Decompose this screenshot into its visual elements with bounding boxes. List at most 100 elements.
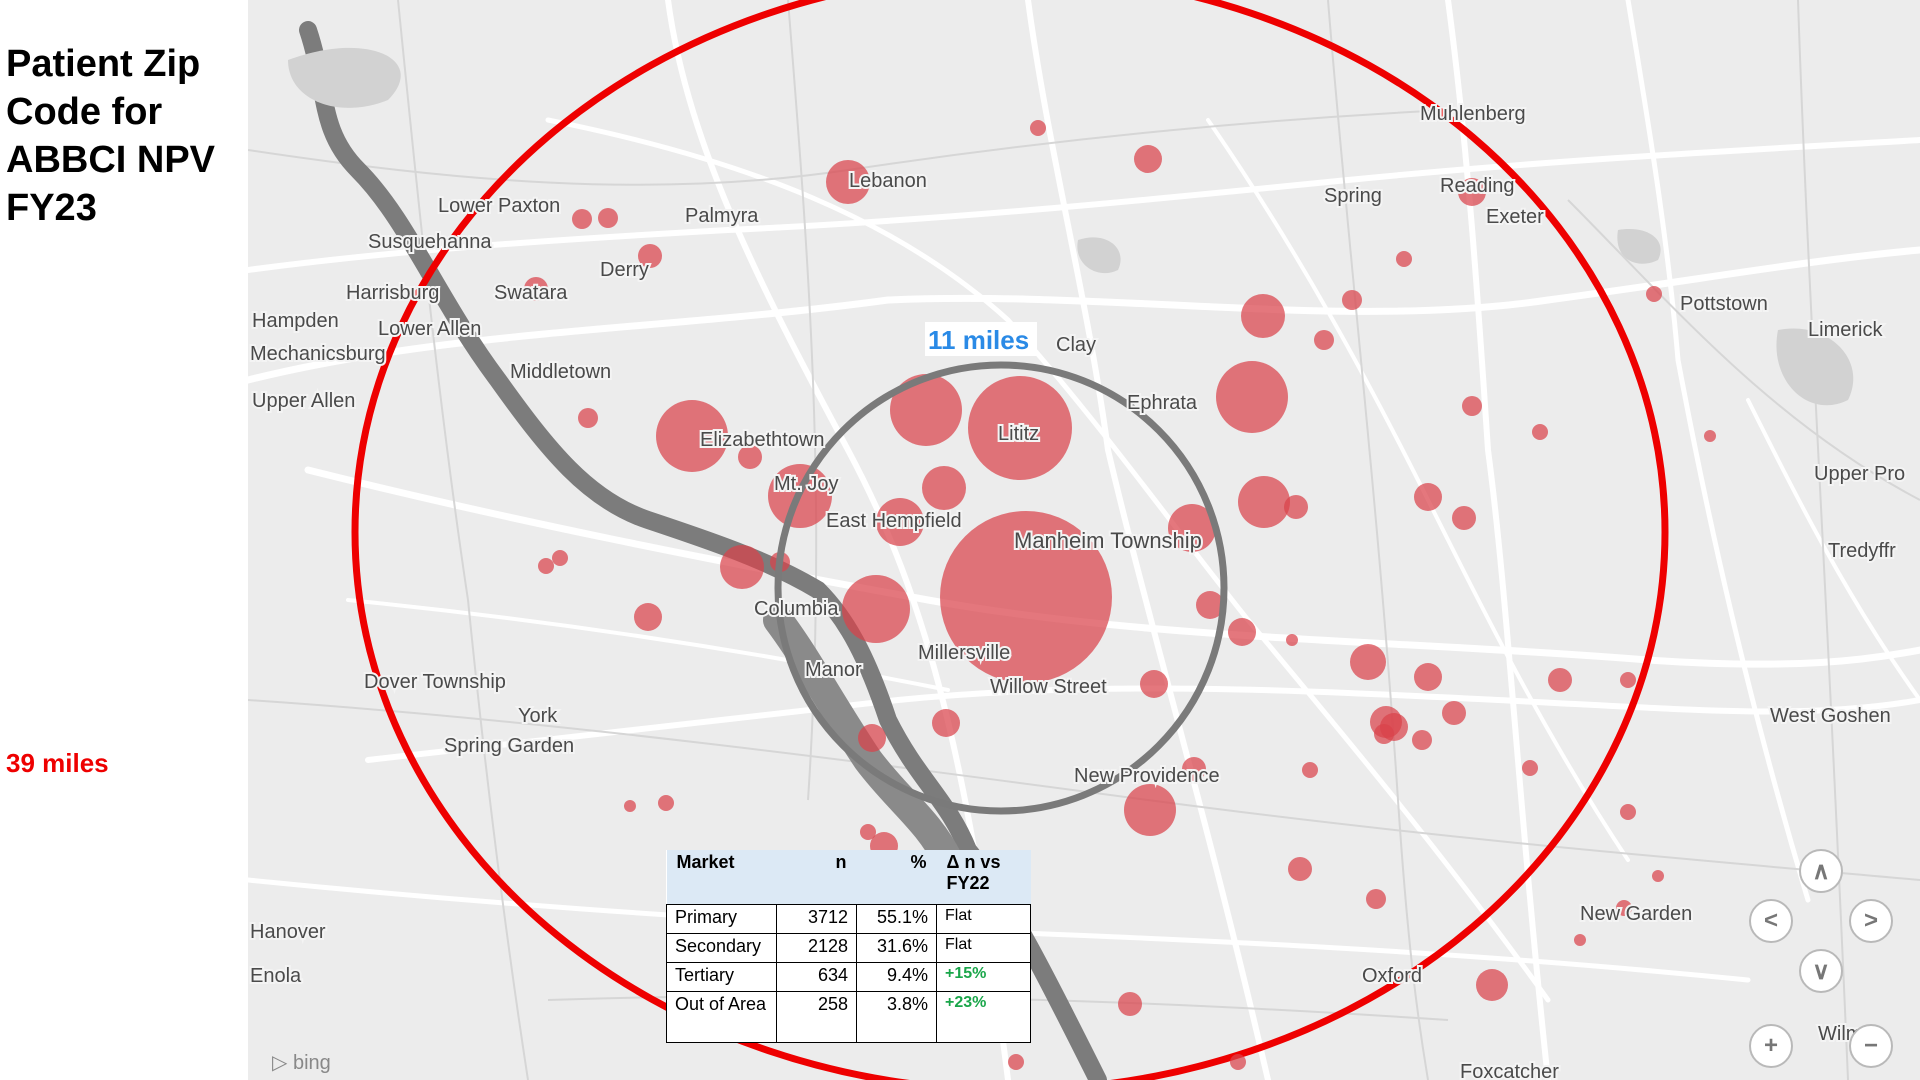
patient-zip-dot [1350,644,1386,680]
pct-cell: 55.1% [856,904,937,934]
place-label: East Hempfield [826,510,962,532]
patient-zip-dot [1414,663,1442,691]
patient-zip-dot [1302,762,1318,778]
patient-zip-dot [876,498,924,546]
left-arrow-icon: < [1763,907,1778,934]
pct-header: % [856,850,937,905]
pan-left-button[interactable]: < [1749,899,1793,943]
patient-zip-dot [1008,1054,1024,1070]
delta-cell: Flat [936,933,1031,963]
patient-zip-dot [1314,330,1334,350]
place-label: Limerick [1808,319,1883,341]
place-label: Swatara [494,282,568,304]
n-cell: 634 [776,962,857,992]
market-cell: Secondary [666,933,777,963]
place-label: Oxford [1362,965,1422,987]
place-label: Lititz [998,423,1039,445]
table-header-row: Market n % Δ n vs FY22 [666,850,1031,905]
pct-cell: 3.8% [856,991,937,1043]
bing-attribution: ▷ bing [272,1050,331,1075]
delta-header: Δ n vs FY22 [936,850,1031,905]
patient-zip-dot [634,603,662,631]
place-label: Foxcatcher [1460,1061,1559,1080]
outer-radius-label: 39 miles [6,748,109,778]
patient-zip-dot [1196,591,1224,619]
patient-zip-dot [1168,504,1216,552]
place-labels: Muhlenberg Reading Exeter Spring Lebanon… [248,101,1907,1080]
n-cell: 258 [776,991,857,1043]
place-label: Enola [250,965,302,987]
place-label: Spring [1324,185,1382,207]
place-label: Lower Allen [378,318,481,340]
urban-areas [288,47,1854,406]
patient-zip-dot [842,575,910,643]
pan-down-button[interactable]: ∨ [1799,949,1843,993]
patient-zip-dot [1704,430,1716,442]
pct-cell: 31.6% [856,933,937,963]
minus-icon: − [1863,1032,1878,1059]
plus-icon: + [1763,1032,1778,1059]
patient-zip-dot [1342,290,1362,310]
river-bank [763,605,963,875]
n-header: n [776,850,857,905]
map-canvas[interactable]: 11 miles Muhlenberg Reading Exeter Sprin… [248,0,1920,1080]
table-row: Out of Area 258 3.8% +23% [666,991,1031,1043]
patient-zip-dot [738,445,762,469]
right-arrow-icon: > [1863,907,1878,934]
table-row: Tertiary 634 9.4% +15% [666,962,1031,992]
patient-zip-dot [890,374,962,446]
patient-zip-dot [1124,784,1176,836]
place-label: Exeter [1486,206,1544,228]
table-row: Secondary 2128 31.6% Flat [666,933,1031,963]
pan-right-button[interactable]: > [1849,899,1893,943]
map-layer: 11 miles Muhlenberg Reading Exeter Sprin… [248,0,1920,1080]
patient-zip-dot [1620,672,1636,688]
patient-zip-dot [658,795,674,811]
patient-zip-dot [826,160,870,204]
patient-zip-dot [1140,670,1168,698]
place-label: Elizabethtown [700,429,825,451]
patient-zip-dot [1216,361,1288,433]
place-label: Mechanicsburg [250,343,386,365]
patient-zip-dot [1396,251,1412,267]
n-cell: 3712 [776,904,857,934]
place-label: Palmyra [685,205,759,227]
zoom-out-button[interactable]: − [1849,1024,1893,1068]
table-row: Primary 3712 55.1% Flat [666,904,1031,934]
patient-zip-dot [1134,145,1162,173]
place-label: Upper Allen [252,390,355,412]
market-cell: Tertiary [666,962,777,992]
patient-zip-dot [1652,870,1664,882]
down-arrow-icon: ∨ [1812,957,1830,985]
place-label: Lebanon [849,170,927,192]
patient-zip-dot [524,277,548,301]
place-label: Clay [1056,334,1096,356]
pan-up-button[interactable]: ∧ [1799,849,1843,893]
up-arrow-icon: ∧ [1812,857,1830,885]
patient-zip-dot [552,550,568,566]
patient-zip-dot [1288,857,1312,881]
inner-radius-label: 11 miles [928,325,1029,355]
patient-zip-dot [968,376,1072,480]
place-label: Hampden [252,310,339,332]
place-label: Lower Paxton [438,195,560,217]
patient-zip-dot [1230,1054,1246,1070]
pct-cell: 9.4% [856,962,937,992]
patient-zip-dot [1616,900,1632,916]
inner-label-backdrop [925,322,1037,356]
patient-zip-dot [1476,969,1508,1001]
patient-zip-dot [1574,934,1586,946]
patient-zip-dot [1452,506,1476,530]
place-label: Columbia [754,598,839,620]
patient-zip-dot [932,709,960,737]
patient-zip-dot [1442,701,1466,725]
zoom-in-button[interactable]: + [1749,1024,1793,1068]
patient-zip-dot [656,400,728,472]
patient-zip-dot [1366,889,1386,909]
place-label: Susquehanna [368,231,492,253]
patient-zip-dot [1228,618,1256,646]
patient-zip-dot [638,244,662,268]
market-cell: Primary [666,904,777,934]
place-label: Pottstown [1680,293,1768,315]
patient-zip-dot [1286,634,1298,646]
